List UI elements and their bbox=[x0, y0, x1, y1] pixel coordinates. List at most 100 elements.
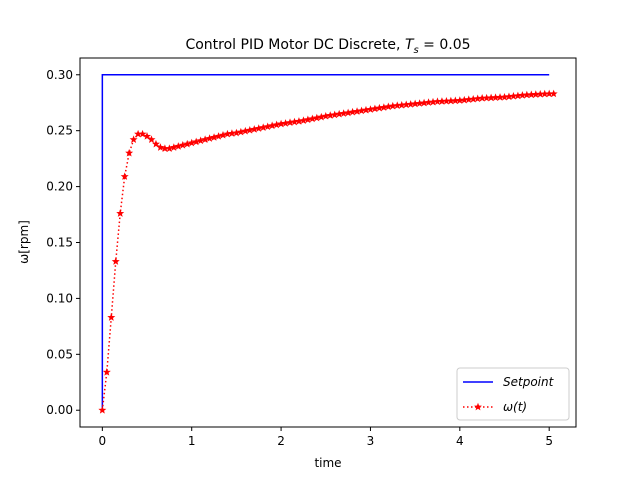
legend-box bbox=[456, 367, 570, 421]
omega-point bbox=[446, 96, 455, 105]
omega-point bbox=[415, 99, 424, 107]
omega-point bbox=[522, 90, 531, 99]
omega-point bbox=[527, 90, 536, 99]
omega-point bbox=[496, 93, 505, 101]
omega-point bbox=[357, 106, 366, 115]
x-tick-label: 4 bbox=[456, 434, 464, 448]
y-axis: 0.00 0.05 0.10 0.15 0.20 0.25 0.30 bbox=[46, 68, 80, 417]
omega-point bbox=[219, 130, 227, 139]
y-tick-label: 0.05 bbox=[46, 347, 73, 361]
omega-point bbox=[183, 139, 192, 148]
omega-point bbox=[335, 109, 344, 118]
omega-point bbox=[281, 119, 290, 127]
omega-point bbox=[540, 89, 549, 98]
omega-point bbox=[303, 115, 312, 124]
omega-point bbox=[326, 111, 335, 119]
omega-point bbox=[402, 100, 411, 109]
omega-point bbox=[353, 107, 362, 115]
omega-point bbox=[482, 93, 491, 102]
omega-point bbox=[531, 90, 540, 98]
x-axis-label: time bbox=[314, 456, 341, 470]
omega-point bbox=[129, 135, 138, 144]
omega-point bbox=[116, 209, 125, 217]
x-tick-label: 1 bbox=[188, 434, 196, 448]
omega-point bbox=[361, 105, 370, 114]
setpoint-line bbox=[101, 74, 550, 411]
y-tick-label: 0.10 bbox=[46, 291, 73, 305]
omega-point bbox=[196, 136, 205, 145]
omega-point bbox=[504, 92, 513, 101]
y-tick-label: 0.15 bbox=[46, 236, 73, 250]
omega-point bbox=[545, 89, 554, 98]
chart-title: Control PID Motor DC Discrete, Ts = 0.05 bbox=[185, 37, 470, 56]
omega-point bbox=[384, 102, 393, 111]
omega-point bbox=[455, 96, 464, 104]
x-tick-label: 3 bbox=[367, 434, 375, 448]
omega-point bbox=[245, 126, 254, 134]
omega-point bbox=[388, 101, 397, 110]
omega-point bbox=[460, 95, 469, 104]
omega-point bbox=[120, 172, 129, 180]
omega-point bbox=[111, 257, 120, 265]
omega-point bbox=[375, 103, 384, 112]
omega-point bbox=[487, 93, 496, 102]
omega-point bbox=[286, 118, 295, 127]
omega-point bbox=[187, 138, 196, 147]
omega-point bbox=[393, 101, 402, 110]
omega-point bbox=[491, 93, 500, 101]
omega-point bbox=[317, 112, 326, 121]
omega-point bbox=[339, 109, 348, 117]
omega-point bbox=[232, 128, 241, 137]
legend-omega-label: ω(t) bbox=[503, 400, 527, 414]
omega-point bbox=[174, 142, 183, 150]
omega-point bbox=[348, 107, 357, 116]
omega-point bbox=[178, 141, 187, 149]
omega-point bbox=[536, 90, 545, 98]
omega-point bbox=[442, 96, 451, 105]
plot-area bbox=[98, 74, 558, 414]
legend: Setpoint ω(t) bbox=[456, 367, 570, 421]
omega-point bbox=[321, 111, 330, 120]
omega-point bbox=[263, 122, 272, 131]
omega-point bbox=[429, 97, 437, 106]
omega-point bbox=[344, 108, 353, 117]
omega-point bbox=[290, 117, 299, 126]
omega-point bbox=[397, 100, 406, 109]
omega-point bbox=[156, 143, 165, 151]
omega-point bbox=[160, 144, 169, 152]
y-axis-label: ω[rpm] bbox=[17, 220, 31, 264]
omega-point bbox=[370, 104, 379, 113]
omega-point bbox=[424, 98, 433, 106]
omega-point bbox=[299, 116, 308, 125]
x-tick-label: 5 bbox=[545, 434, 553, 448]
omega-point bbox=[201, 135, 210, 144]
omega-point bbox=[451, 96, 460, 105]
omega-point bbox=[250, 125, 259, 133]
omega-point bbox=[192, 137, 201, 146]
omega-point bbox=[205, 134, 214, 142]
omega-point bbox=[241, 126, 250, 135]
omega-point bbox=[518, 91, 527, 99]
x-tick-label: 2 bbox=[277, 434, 285, 448]
legend-omega-marker bbox=[474, 402, 482, 411]
omega-point bbox=[478, 94, 487, 102]
omega-point bbox=[420, 98, 429, 107]
omega-point bbox=[513, 91, 522, 100]
omega-point bbox=[214, 132, 223, 140]
y-tick-label: 0.20 bbox=[46, 180, 73, 194]
omega-point bbox=[433, 97, 442, 106]
y-tick-label: 0.25 bbox=[46, 124, 73, 138]
omega-point bbox=[236, 127, 245, 136]
omega-point bbox=[549, 89, 558, 98]
omega-point bbox=[227, 129, 236, 137]
omega-point bbox=[277, 119, 286, 128]
omega-point bbox=[469, 94, 478, 103]
omega-point bbox=[406, 100, 415, 108]
omega-point bbox=[210, 133, 219, 141]
omega-point bbox=[134, 129, 143, 138]
x-axis: 0 1 2 3 4 5 bbox=[99, 427, 553, 448]
omega-point bbox=[143, 132, 152, 140]
omega-point bbox=[107, 313, 116, 321]
omega-point bbox=[272, 120, 281, 129]
omega-point bbox=[223, 129, 232, 138]
